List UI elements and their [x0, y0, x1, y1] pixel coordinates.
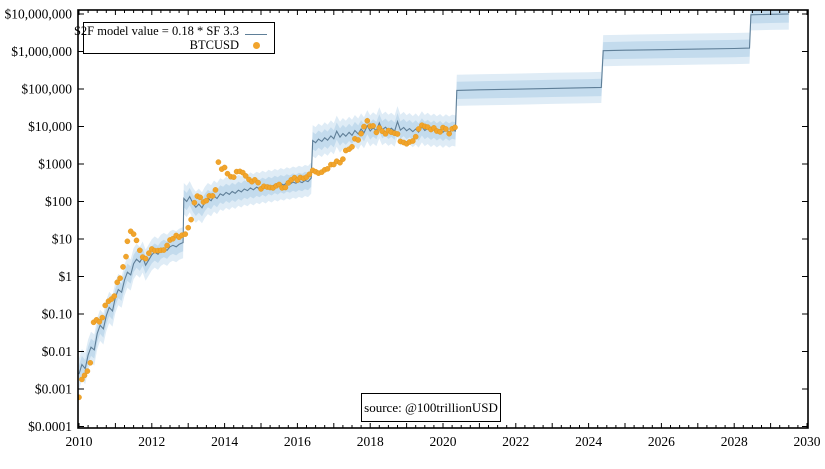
btc-price-dot	[188, 216, 194, 223]
btc-price-dot	[437, 129, 443, 135]
legend-item-btcusd: BTCUSD	[91, 38, 267, 52]
btc-price-dot	[340, 156, 346, 162]
btc-price-dot	[142, 255, 149, 262]
btc-price-dot	[364, 118, 371, 124]
btc-price-dot	[87, 359, 94, 366]
x-tick-label: 2026	[648, 434, 675, 449]
btc-price-dot	[443, 126, 449, 132]
btc-price-dot	[415, 126, 422, 132]
y-tick-label: $0.0001	[28, 419, 72, 434]
btc-price-dot	[96, 318, 103, 325]
y-tick-label: $0.01	[42, 344, 72, 359]
y-tick-label: $0.10	[42, 307, 73, 322]
btc-price-dot	[209, 193, 216, 199]
btc-price-dot	[111, 293, 118, 299]
x-tick-label: 2014	[211, 434, 238, 449]
source-text: source: @100trillionUSD	[364, 399, 498, 415]
btc-price-dot	[79, 376, 85, 383]
btc-price-dot	[120, 264, 126, 270]
legend-label-s2f-model: S2F model value = 0.18 * SF 3.3	[73, 24, 239, 38]
btc-price-dot	[164, 242, 170, 249]
y-tick-label: $1	[59, 269, 73, 284]
btc-price-dot	[182, 231, 189, 237]
btc-price-dot	[337, 159, 343, 166]
x-tick-label: 2028	[721, 434, 748, 449]
btc-price-dot	[324, 165, 331, 172]
btc-price-dot	[230, 174, 237, 180]
y-tick-label: $10,000	[28, 119, 72, 134]
x-tick-label: 2016	[284, 434, 311, 449]
btc-price-dot	[81, 372, 88, 379]
plot-border	[77, 9, 809, 429]
y-tick-label: $100	[45, 194, 72, 209]
btc-price-dot	[370, 123, 376, 129]
x-tick-label: 2012	[138, 434, 165, 449]
y-tick-label: $1,000,000	[11, 44, 72, 59]
btc-price-dot	[78, 394, 82, 401]
btc-price-dot	[203, 197, 210, 204]
btc-price-dot	[282, 184, 289, 191]
btc-dot-icon	[253, 41, 260, 49]
x-tick-label: 2018	[357, 434, 384, 449]
btc-price-dot	[446, 130, 453, 137]
btc-price-dot	[123, 253, 129, 260]
y-tick-label: $100,000	[21, 82, 72, 97]
btc-price-dot	[136, 247, 143, 254]
btc-price-dot	[84, 368, 91, 374]
btc-price-dot	[221, 164, 228, 171]
btc-price-dot	[99, 314, 106, 321]
btc-price-dot	[361, 123, 367, 130]
plot-area	[78, 10, 789, 401]
x-tick-label: 2030	[794, 434, 821, 449]
btc-price-dot	[373, 129, 380, 136]
source-annotation: source: @100trillionUSD	[361, 393, 501, 422]
btc-price-dot	[212, 187, 219, 193]
btc-price-dot	[215, 159, 222, 165]
x-tick-label: 2020	[430, 434, 457, 449]
x-tick-label: 2010	[66, 434, 93, 449]
btc-price-dot	[130, 231, 137, 237]
btc-price-dot	[306, 171, 313, 178]
x-tick-label: 2022	[502, 434, 529, 449]
btc-price-dot	[160, 247, 167, 253]
btc-price-dot	[124, 238, 131, 245]
y-tick-label: $10	[52, 232, 73, 247]
axis-ticks	[78, 10, 808, 428]
btc-price-dot	[102, 302, 108, 309]
btc-price-dot	[117, 275, 123, 282]
model-line-icon	[245, 34, 267, 35]
btc-price-dot	[355, 137, 362, 143]
legend-item-s2f-model: S2F model value = 0.18 * SF 3.3	[74, 24, 267, 38]
btc-price-dot	[255, 179, 261, 186]
btc-price-dot	[114, 279, 120, 286]
x-tick-label: 2024	[575, 434, 602, 449]
btcusd-dots	[78, 118, 458, 401]
legend-label-btcusd: BTCUSD	[189, 38, 239, 52]
btc-price-dot	[358, 130, 364, 137]
btc-price-dot	[394, 131, 401, 137]
btc-price-dot	[185, 224, 191, 231]
btc-price-dot	[349, 143, 355, 150]
y-tick-label: $0.001	[35, 382, 72, 397]
chart-legend: S2F model value = 0.18 * SF 3.3 BTCUSD	[74, 22, 275, 54]
btc-price-dot	[197, 194, 203, 201]
btc-price-dot	[412, 133, 419, 140]
btc-price-dot	[452, 124, 458, 131]
btc-price-dot	[191, 199, 198, 206]
btc-price-dot	[409, 138, 416, 144]
btc-price-dot	[146, 250, 152, 256]
model-confidence-band-inner	[79, 10, 789, 383]
btc-price-dot	[133, 237, 140, 244]
btc-price-dot	[242, 173, 249, 179]
y-tick-label: $10,000,000	[5, 7, 73, 22]
y-tick-label: $1000	[38, 157, 72, 172]
legend-line-sample-wrap	[245, 24, 267, 38]
